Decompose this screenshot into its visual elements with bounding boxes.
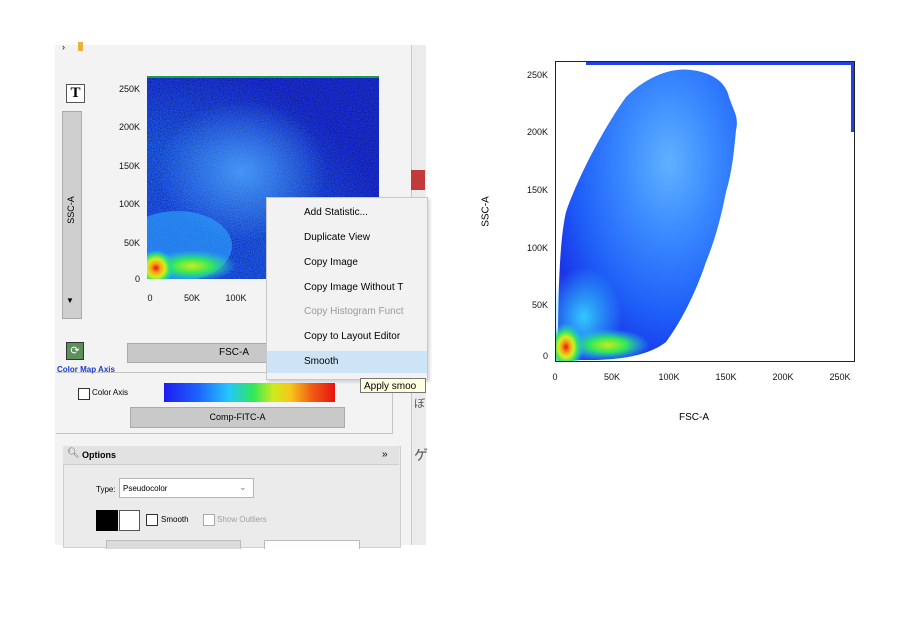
x-tick-label: 0	[552, 372, 558, 382]
y-tick-label: 0	[134, 274, 140, 284]
smoothed-density-graphic	[556, 62, 854, 361]
color-map-gradient	[164, 383, 335, 402]
x-tick-label: 50K	[183, 293, 200, 303]
menu-item-copy-image-without-title[interactable]: Copy Image Without T	[304, 282, 404, 293]
right-plot-y-axis-label: SSC-A	[480, 196, 492, 227]
x-tick-label: 0	[147, 293, 153, 303]
options-header[interactable]	[63, 446, 399, 465]
x-tick-label: 150K	[715, 372, 737, 382]
menu-item-copy-to-layout-editor[interactable]: Copy to Layout Editor	[304, 331, 401, 342]
type-label: Type:	[96, 485, 116, 494]
y-tick-label: 0	[542, 351, 548, 361]
partial-text-fragment: ぼ	[414, 397, 425, 410]
collapse-chevron-icon[interactable]: »	[382, 449, 388, 460]
color-map-axis-group	[56, 372, 393, 434]
menu-item-duplicate-view[interactable]: Duplicate View	[304, 232, 370, 243]
partial-toolbar-fragment	[411, 170, 425, 190]
x-tick-label: 100K	[658, 372, 680, 382]
color-map-axis-title: Color Map Axis	[57, 365, 115, 374]
context-menu: Add Statistic... Duplicate View Copy Ima…	[266, 197, 428, 380]
chevron-down-icon[interactable]: ⌄	[239, 482, 247, 492]
x-tick-label: 100K	[225, 293, 247, 303]
color-axis-parameter-button[interactable]: Comp-FITC-A	[130, 407, 345, 428]
color-axis-label: Color Axis	[92, 388, 129, 397]
show-outliers-label: Show Outliers	[217, 515, 267, 524]
type-select[interactable]: Pseudocolor	[119, 478, 254, 498]
options-button-right[interactable]	[264, 540, 360, 549]
color-axis-checkbox[interactable]	[78, 388, 90, 400]
partial-text-fragment: ゲ	[414, 448, 428, 464]
smooth-checkbox[interactable]	[146, 514, 158, 526]
black-color-swatch[interactable]	[96, 510, 118, 531]
title-tool-button[interactable]: T	[66, 84, 85, 103]
white-color-swatch[interactable]	[119, 510, 140, 531]
density-peak-secondary	[566, 329, 650, 361]
y-axis-parameter-label: SSC-A	[66, 196, 76, 224]
y-tick-label: 50K	[123, 238, 140, 248]
y-tick-label: 200K	[526, 127, 548, 137]
y-tick-label: 100K	[526, 243, 548, 253]
x-tick-label: 200K	[772, 372, 794, 382]
y-tick-label: 250K	[118, 84, 140, 94]
menu-item-smooth[interactable]: Smooth	[267, 351, 427, 373]
refresh-icon[interactable]: ⟳	[66, 342, 84, 360]
options-title: Options	[82, 450, 116, 460]
options-search-icon: 🔍︎	[67, 448, 80, 459]
options-button-left[interactable]	[106, 540, 241, 549]
axis-saturation-band-right	[851, 62, 854, 132]
axis-saturation-band	[586, 62, 854, 65]
x-tick-label: 50K	[603, 372, 620, 382]
y-tick-label: 200K	[118, 122, 140, 132]
show-outliers-checkbox[interactable]	[203, 514, 215, 526]
menu-item-copy-image[interactable]: Copy Image	[304, 257, 358, 268]
menu-item-add-statistic[interactable]: Add Statistic...	[304, 207, 368, 218]
expand-arrow-icon[interactable]: ›	[62, 42, 65, 52]
dot-plot-smoothed[interactable]	[555, 61, 855, 362]
y-tick-label: 150K	[526, 185, 548, 195]
smooth-label: Smooth	[161, 515, 189, 524]
dropdown-arrow-icon[interactable]: ▼	[66, 296, 74, 305]
y-tick-label: 250K	[526, 70, 548, 80]
menu-item-copy-histogram-function: Copy Histogram Funct	[304, 306, 404, 317]
right-plot-x-axis-label: FSC-A	[679, 412, 709, 423]
smooth-tooltip: Apply smoo	[360, 378, 426, 393]
y-tick-label: 150K	[118, 161, 140, 171]
y-tick-label: 100K	[118, 199, 140, 209]
density-peak-primary	[556, 323, 584, 361]
x-tick-label: 250K	[829, 372, 851, 382]
y-tick-label: 50K	[531, 300, 548, 310]
y-axis-parameter-selector[interactable]	[62, 111, 82, 319]
pin-icon[interactable]	[78, 42, 83, 51]
